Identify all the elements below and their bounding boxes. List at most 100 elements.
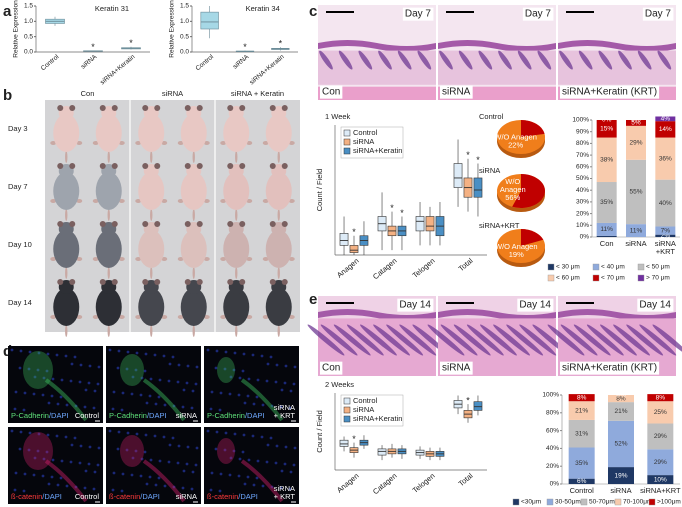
nucleus bbox=[134, 368, 138, 372]
bar-segment bbox=[596, 137, 617, 183]
nucleus bbox=[219, 472, 223, 476]
nucleus bbox=[60, 459, 64, 463]
mouse-tail bbox=[107, 267, 110, 279]
mouse-ear bbox=[154, 163, 161, 169]
day-label: Day 7 bbox=[645, 9, 672, 20]
bar-segment bbox=[608, 395, 634, 403]
nucleus bbox=[288, 487, 292, 491]
nucleus bbox=[185, 381, 189, 385]
box bbox=[473, 177, 483, 198]
mouse-tail bbox=[277, 209, 280, 221]
mouse-body bbox=[180, 230, 207, 268]
nucleus bbox=[279, 486, 283, 490]
mouse-ear bbox=[227, 279, 234, 285]
box bbox=[339, 439, 349, 447]
nucleus bbox=[143, 450, 147, 454]
nucleus bbox=[65, 484, 69, 488]
nucleus bbox=[251, 353, 255, 357]
value-label: 14% bbox=[659, 126, 672, 133]
legend-swatch bbox=[592, 274, 600, 282]
follicle bbox=[479, 324, 517, 356]
mouse-leg bbox=[50, 315, 57, 319]
nucleus bbox=[270, 485, 274, 489]
nucleus bbox=[126, 350, 130, 354]
nucleus bbox=[50, 394, 54, 398]
x-tick-label: Anagen bbox=[335, 471, 361, 495]
mouse-leg bbox=[92, 315, 99, 319]
nucleus bbox=[27, 448, 31, 452]
mouse-leg bbox=[76, 199, 83, 203]
mouse-tail bbox=[107, 151, 110, 163]
chart-title: 2 Weeks bbox=[325, 380, 354, 389]
nucleus bbox=[246, 394, 250, 398]
nucleus bbox=[121, 472, 125, 476]
x-tick-label: Total bbox=[457, 256, 475, 273]
legend-label: < 50 μm bbox=[646, 264, 670, 271]
nucleus bbox=[206, 429, 210, 433]
mouse-tail bbox=[235, 267, 238, 279]
follicle bbox=[626, 324, 664, 356]
mouse-tail bbox=[235, 151, 238, 163]
nucleus bbox=[46, 433, 50, 437]
y-tick-label: 40% bbox=[576, 187, 589, 194]
bar-segment bbox=[647, 449, 674, 476]
nucleus bbox=[206, 348, 210, 352]
nucleus bbox=[260, 435, 264, 439]
mouse-ear bbox=[196, 163, 203, 169]
nucleus bbox=[195, 365, 199, 369]
mouse-body bbox=[138, 288, 165, 326]
mouse-ear bbox=[142, 163, 149, 169]
stain-dapi: /DAPI bbox=[238, 492, 258, 501]
nucleus bbox=[288, 406, 292, 410]
follicle bbox=[333, 324, 371, 356]
nucleus bbox=[149, 377, 153, 381]
mouse-ear bbox=[196, 221, 203, 227]
y-tick-label: 90% bbox=[576, 128, 589, 135]
nucleus bbox=[270, 404, 274, 408]
bar-segment bbox=[608, 402, 634, 421]
value-label: 0% bbox=[631, 117, 641, 124]
panel-label: a bbox=[3, 3, 12, 20]
follicle bbox=[466, 324, 504, 356]
mouse-body bbox=[265, 230, 292, 268]
value-label: 8% bbox=[577, 394, 587, 401]
nucleus bbox=[149, 458, 153, 462]
nucleus bbox=[28, 350, 32, 354]
condition-label: Con bbox=[322, 87, 340, 98]
day-label: Day 14 bbox=[639, 300, 671, 311]
mouse-leg bbox=[177, 199, 184, 203]
nucleus bbox=[171, 436, 175, 440]
nucleus bbox=[186, 364, 190, 368]
significance-mark: * bbox=[129, 38, 133, 48]
nucleus bbox=[56, 402, 60, 406]
epidermis bbox=[438, 40, 556, 52]
follicle bbox=[320, 324, 358, 356]
mouse-ear bbox=[99, 221, 106, 227]
follicle-shaft bbox=[240, 459, 284, 503]
label-bg bbox=[397, 298, 434, 312]
nucleus bbox=[47, 482, 51, 486]
bar-segment bbox=[655, 234, 676, 237]
mouse-ear bbox=[154, 279, 161, 285]
nucleus bbox=[130, 473, 134, 477]
nucleus bbox=[88, 445, 92, 449]
legend-swatch bbox=[547, 263, 555, 271]
nucleus bbox=[185, 462, 189, 466]
nucleus bbox=[148, 475, 152, 479]
pie-slice bbox=[512, 174, 545, 209]
nucleus bbox=[256, 378, 260, 382]
legend-label: 70-100μm bbox=[623, 499, 652, 506]
y-tick-label: 100% bbox=[542, 392, 559, 399]
mouse-leg bbox=[50, 141, 57, 145]
pie-label: W/O Anagen bbox=[494, 133, 537, 142]
mouse-ear bbox=[239, 221, 246, 227]
nucleus bbox=[121, 391, 125, 395]
y-tick-label: 30% bbox=[576, 199, 589, 206]
condition-label: siRNA+Keratin (KRT) bbox=[562, 87, 657, 98]
stain-dapi: /DAPI bbox=[49, 411, 69, 420]
mouse-body bbox=[138, 230, 165, 268]
pie-label: W/O bbox=[505, 177, 520, 186]
mouse-ear bbox=[184, 279, 191, 285]
significance-mark: * bbox=[279, 38, 283, 48]
